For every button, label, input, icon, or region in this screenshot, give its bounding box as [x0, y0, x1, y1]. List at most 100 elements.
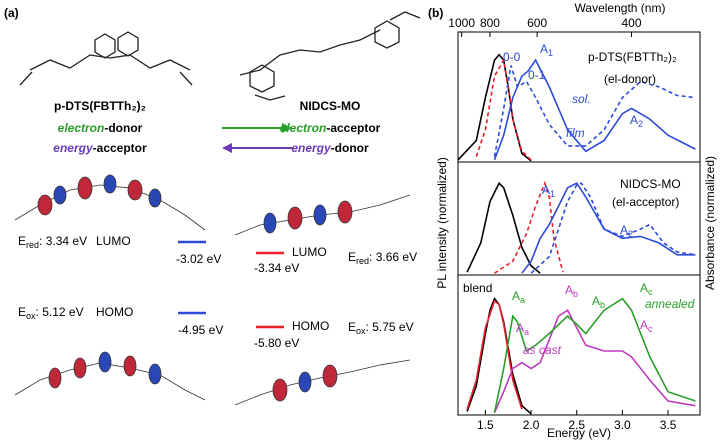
annotation: A2: [630, 113, 643, 129]
potential-symbol: E: [18, 305, 26, 319]
donor-name: p-DTS(FBTTh₂)₂: [54, 99, 146, 113]
annotation-sub: b: [573, 289, 578, 299]
annotation: Ab: [565, 283, 578, 299]
molecule-drawings: [19, 11, 421, 101]
role-prefix: energy: [53, 141, 94, 155]
spectrum-line: [530, 182, 696, 274]
annotation: film: [566, 126, 585, 140]
role-label: energy-acceptor: [53, 141, 147, 155]
orbital-energy: -3.02 eV: [176, 252, 221, 266]
potential-symbol: E: [18, 234, 26, 248]
annotation: annealed: [645, 297, 695, 311]
annotation: A1: [540, 42, 553, 58]
potential-sub: ox: [356, 326, 366, 336]
annotation-text: A: [630, 113, 638, 127]
annotation-text: A: [640, 281, 648, 295]
annotation-text: film: [566, 126, 585, 140]
y-axis-label: PL intensity (normalized): [435, 157, 449, 289]
annotation: Ac: [640, 318, 653, 334]
annotation-text: sol.: [572, 92, 591, 106]
annotation-text: A: [592, 294, 600, 308]
level-potential: Ered: 3.34 eV: [18, 234, 87, 250]
annotation: NIDCS-MO: [620, 177, 681, 191]
x-tick-label: 3.0: [614, 418, 631, 432]
potential-value: : 3.34 eV: [39, 234, 87, 248]
annotation-text: A: [540, 42, 548, 56]
spectrum-line: [475, 57, 532, 161]
annotation: Ac: [640, 281, 653, 297]
role-suffix: -acceptor: [93, 141, 147, 155]
annotation: p-DTS(FBTTh₂)₂: [588, 50, 677, 64]
annotation: A1: [542, 183, 555, 199]
annotation-text: A: [542, 183, 550, 197]
potential-sub: red: [26, 240, 39, 250]
potential-value: : 5.12 eV: [36, 305, 84, 319]
arrow-head: [222, 143, 232, 153]
spectrum-line: [493, 65, 696, 157]
spectrum-line: [466, 181, 541, 274]
annotation-sub: c: [648, 324, 653, 334]
acceptor-name: NIDCS-MO: [300, 99, 361, 113]
x-tick-label: 3.5: [660, 418, 677, 432]
annotation-sub: a: [520, 295, 525, 305]
spectrum-line: [521, 182, 696, 274]
x2-axis-label: Wavelength (nm): [575, 1, 666, 15]
annotation-text: A: [640, 318, 648, 332]
role-prefix: electron: [58, 121, 105, 135]
potential-value: : 3.66 eV: [369, 250, 417, 264]
spectrum-line: [493, 309, 696, 414]
annotation: 0-1: [528, 68, 546, 82]
annotation-text: annealed: [645, 297, 695, 311]
annotation: Aa: [516, 321, 529, 337]
potential-value: : 5.75 eV: [366, 320, 414, 334]
annotation: blend: [463, 281, 492, 295]
annotation: sol.: [572, 92, 591, 106]
x2-tick-label: 1000: [448, 16, 475, 30]
annotation: A2: [620, 223, 633, 239]
potential-symbol: E: [348, 250, 356, 264]
annotation-text: p-DTS(FBTTh₂)₂: [588, 50, 677, 64]
x2-tick-label: 800: [480, 16, 500, 30]
role-label: energy-donor: [291, 141, 369, 155]
orbital-name: LUMO: [292, 245, 327, 259]
spectrum-line: [457, 53, 532, 162]
spectrum-line: [466, 296, 532, 415]
orbital-name: HOMO: [292, 319, 329, 333]
annotation-sub: 1: [548, 48, 553, 58]
role-label: electron-acceptor: [280, 121, 381, 135]
annotation-text: A: [512, 289, 520, 303]
annotation: Aa: [512, 289, 525, 305]
annotation: (el-acceptor): [612, 195, 679, 209]
y2-axis-label: Absorbance (normalized): [703, 156, 717, 290]
x-tick-label: 1.5: [477, 418, 494, 432]
annotation: 0-0: [503, 50, 521, 64]
panel-label: (a): [4, 6, 19, 20]
x-axis-label: Energy (eV): [547, 426, 611, 440]
annotation-text: 0-1: [528, 68, 546, 82]
plot-frame: [457, 274, 701, 416]
spectrum-line: [494, 180, 564, 274]
potential-sub: ox: [26, 311, 36, 321]
potential-sub: red: [356, 256, 369, 266]
annotation: as cast: [523, 343, 562, 357]
spectrum-line: [493, 58, 696, 161]
annotation-sub: a: [524, 327, 529, 337]
annotation: (el-donor): [604, 72, 656, 86]
panel-label: (b): [428, 6, 443, 20]
annotation-text: 0-0: [503, 50, 521, 64]
annotation-text: (el-donor): [604, 72, 656, 86]
annotation-text: A: [620, 223, 628, 237]
annotation-sub: 2: [638, 119, 643, 129]
annotation-sub: 1: [550, 189, 555, 199]
orbital-drawings: [14, 174, 411, 406]
x2-tick-label: 400: [621, 16, 641, 30]
orbital-name: LUMO: [96, 234, 131, 248]
x2-tick-label: 600: [527, 16, 547, 30]
role-prefix: energy: [291, 141, 332, 155]
spectrum-line: [493, 297, 696, 413]
annotation-sub: 2: [628, 229, 633, 239]
annotation-text: blend: [463, 281, 492, 295]
annotation-sub: b: [600, 300, 605, 310]
role-suffix: -acceptor: [326, 121, 380, 135]
